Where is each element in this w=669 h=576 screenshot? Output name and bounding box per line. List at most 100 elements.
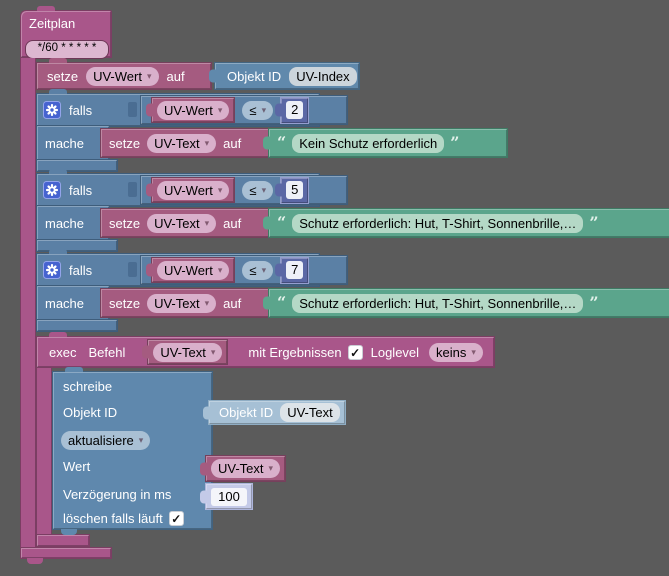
falls-label: falls [69,102,93,118]
variable-dropdown[interactable]: UV-Wert ▾ [157,180,230,200]
exec-foot[interactable] [36,534,90,547]
with-results-checkbox[interactable]: ✓ [347,344,363,360]
variable-dropdown[interactable]: UV-Text ▾ [147,213,217,233]
number-value-block[interactable]: 2 [275,96,310,124]
mache-spine[interactable]: mache [36,125,110,161]
falls-label: falls [69,182,93,198]
value-connector-tab [275,103,283,117]
variable-dropdown[interactable]: UV-Wert ▾ [86,66,159,86]
loglevel-dropdown[interactable]: keins ▾ [429,342,483,362]
write-block[interactable]: schreibe Objekt ID aktualisiere ▾ Wert V… [52,367,213,535]
variable-value-block[interactable]: UV-Text ▾ [200,455,287,482]
text-field[interactable]: Schutz erforderlich: Hut, T-Shirt, Sonne… [292,293,584,313]
auf-label: auf [223,295,242,311]
gear-icon[interactable] [43,101,61,119]
if-bottom-lip[interactable] [36,239,118,252]
if-block-2[interactable]: falls UV-Wert ▾ ≤ ▾ 5 mache setze UV-Tex… [36,169,669,252]
variable-value-block[interactable]: UV-Wert ▾ [146,257,236,283]
if-block-3[interactable]: falls UV-Wert ▾ ≤ ▾ 7 mache setze UV-Tex… [36,249,669,332]
auf-label: auf [223,135,242,151]
chevron-down-icon: ▾ [268,463,274,473]
operator-value: ≤ [249,102,257,118]
if-bottom-lip[interactable] [36,159,118,172]
variable-value-block[interactable]: UV-Wert ▾ [146,177,236,203]
write-title: schreibe [63,379,113,394]
value-connector-tab [146,263,153,277]
set-text-block[interactable]: setze UV-Text ▾ auf [100,128,273,158]
clear-checkbox[interactable]: ✓ [168,511,184,526]
chevron-down-icon: ▾ [471,346,476,357]
variable-dropdown-value: UV-Text [154,135,200,151]
variable-dropdown[interactable]: UV-Wert ▾ [157,100,230,120]
object-id-field-value: UV-Text [287,405,333,420]
exec-block[interactable]: exec Befehl UV-Text ▾ mit Ergebnissen ✓ … [36,332,495,368]
variable-dropdown[interactable]: UV-Text ▾ [211,459,281,478]
mache-label: mache [45,135,85,151]
setze-label: setze [47,68,79,84]
object-id-field[interactable]: UV-Text [280,403,340,422]
gear-icon[interactable] [43,261,61,279]
write-object-id-label: Objekt ID [63,405,118,420]
schedule-block[interactable]: Zeitplan */60 * * * * * [20,6,112,59]
variable-dropdown[interactable]: UV-Wert ▾ [157,260,230,280]
operator-dropdown[interactable]: ≤ ▾ [242,260,274,280]
chevron-down-icon: ▾ [217,264,223,275]
exec-left-spine[interactable] [36,368,52,534]
cron-field[interactable]: */60 * * * * * [25,40,109,59]
chevron-down-icon: ▾ [217,104,223,115]
comparison-block[interactable]: UV-Wert ▾ ≤ ▾ 2 [140,95,348,125]
number-field[interactable]: 2 [286,101,304,119]
text-field[interactable]: Kein Schutz erforderlich [292,133,445,153]
variable-value-block[interactable]: UV-Wert ▾ [146,97,236,123]
quote-close-icon: ” [589,213,599,232]
chevron-down-icon: ▾ [204,297,210,308]
value-connector-tab [263,216,270,230]
quote-close-icon: ” [589,293,599,312]
comparison-block[interactable]: UV-Wert ▾ ≤ ▾ 5 [140,175,348,205]
auf-label: auf [223,215,242,231]
mache-spine[interactable]: mache [36,205,110,241]
operator-dropdown[interactable]: ≤ ▾ [242,100,274,120]
variable-dropdown-value: UV-Text [218,461,264,476]
operator-value: ≤ [249,262,257,278]
variable-value-block[interactable]: UV-Text ▾ [142,339,229,365]
chevron-down-icon: ▾ [261,184,267,195]
number-value-block[interactable]: 7 [275,256,310,284]
set-variable-block[interactable]: setze UV-Wert ▾ auf [36,58,212,90]
falls-label: falls [69,262,93,278]
auf-label: auf [166,68,185,84]
schedule-foot[interactable] [20,547,112,564]
text-field[interactable]: Schutz erforderlich: Hut, T-Shirt, Sonne… [292,213,584,233]
text-value-block[interactable]: “ Schutz erforderlich: Hut, T-Shirt, Son… [263,208,669,238]
setze-label: setze [109,135,141,151]
number-field[interactable]: 7 [286,261,304,279]
number-value-block[interactable]: 5 [275,176,310,204]
if-bottom-lip[interactable] [36,319,118,332]
gear-icon[interactable] [43,181,61,199]
comparison-block[interactable]: UV-Wert ▾ ≤ ▾ 7 [140,255,348,285]
schedule-left-spine[interactable] [20,58,36,547]
variable-dropdown-value: UV-Wert [93,68,142,84]
mache-label: mache [45,295,85,311]
schedule-title: Zeitplan [29,16,76,31]
mode-dropdown[interactable]: aktualisiere ▾ [61,431,151,450]
set-text-block[interactable]: setze UV-Text ▾ auf [100,288,273,318]
text-value-block[interactable]: “ Kein Schutz erforderlich ” [263,128,508,158]
chevron-down-icon: ▾ [204,217,210,228]
variable-dropdown[interactable]: UV-Text ▾ [153,342,223,362]
object-id-field[interactable]: UV-Index [289,66,357,86]
operator-dropdown[interactable]: ≤ ▾ [242,180,274,200]
delay-number-block[interactable]: 100 [200,483,253,510]
text-value-block[interactable]: “ Schutz erforderlich: Hut, T-Shirt, Son… [263,288,669,318]
loglevel-label: Loglevel [370,344,420,360]
if-block-1[interactable]: falls UV-Wert ▾ ≤ ▾ 2 mache setze UV-Tex… [36,89,666,172]
object-id-value-block[interactable]: Objekt ID UV-Index [209,62,360,90]
set-text-block[interactable]: setze UV-Text ▾ auf [100,208,273,238]
object-id-shadow-block[interactable]: Objekt ID UV-Text [203,400,346,425]
delay-number-field[interactable]: 100 [211,487,247,506]
number-field[interactable]: 5 [286,181,304,199]
variable-dropdown[interactable]: UV-Text ▾ [147,293,217,313]
mache-spine[interactable]: mache [36,285,110,321]
quote-open-icon: “ [277,213,287,232]
variable-dropdown[interactable]: UV-Text ▾ [147,133,217,153]
